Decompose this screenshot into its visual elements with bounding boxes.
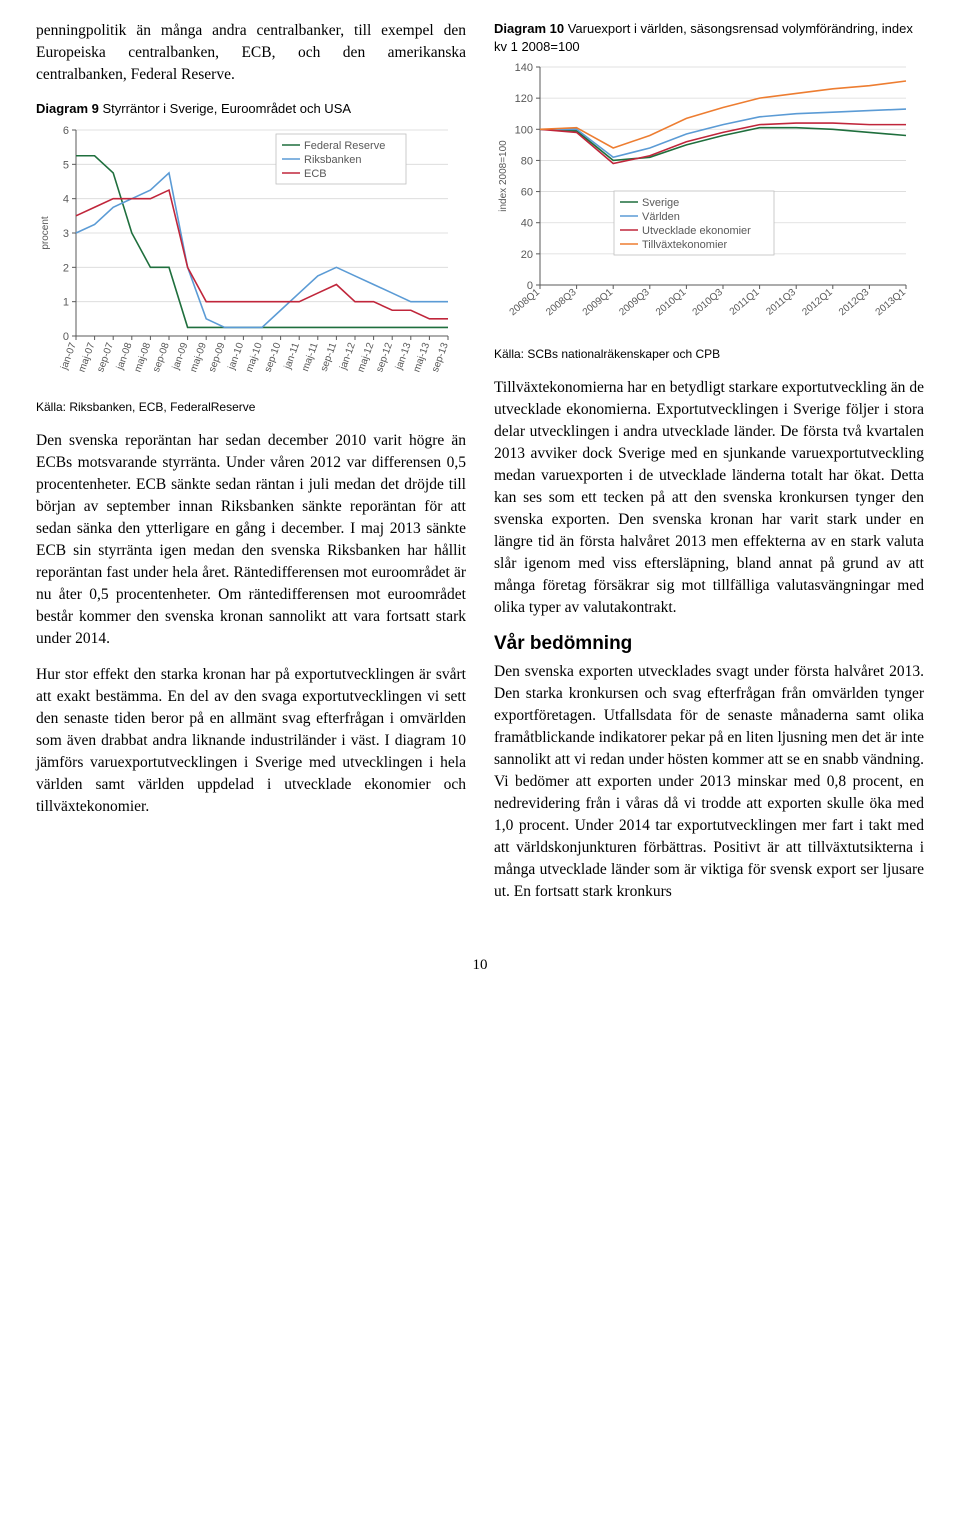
svg-text:maj-11: maj-11	[300, 340, 321, 372]
svg-text:maj-13: maj-13	[411, 340, 432, 373]
left-para-3: Hur stor effekt den starka kronan har på…	[36, 664, 466, 818]
chart10-source: Källa: SCBs nationalräkenskaper och CPB	[494, 347, 924, 361]
svg-text:maj-10: maj-10	[244, 340, 265, 373]
svg-text:Riksbanken: Riksbanken	[304, 154, 361, 166]
svg-text:60: 60	[521, 187, 533, 199]
chart10: 020406080100120140index 2008=1002008Q120…	[494, 61, 914, 341]
chart9-title-prefix: Diagram 9	[36, 101, 99, 116]
svg-text:2012Q1: 2012Q1	[800, 287, 835, 319]
svg-text:Utvecklade ekonomier: Utvecklade ekonomier	[642, 225, 751, 237]
svg-text:2: 2	[63, 262, 69, 274]
svg-text:jan-07: jan-07	[59, 340, 79, 371]
svg-text:140: 140	[515, 62, 533, 74]
svg-text:maj-12: maj-12	[356, 340, 377, 373]
svg-text:2010Q1: 2010Q1	[654, 287, 689, 319]
svg-text:2011Q1: 2011Q1	[728, 287, 762, 318]
svg-text:80: 80	[521, 156, 533, 168]
svg-text:maj-09: maj-09	[188, 340, 209, 373]
svg-text:2013Q1: 2013Q1	[874, 287, 909, 319]
svg-text:sep-10: sep-10	[263, 340, 284, 373]
svg-text:sep-09: sep-09	[207, 340, 228, 373]
right-para-2: Den svenska exporten utvecklades svagt u…	[494, 661, 924, 903]
svg-text:jan-13: jan-13	[393, 340, 413, 371]
svg-text:maj-08: maj-08	[132, 340, 153, 373]
svg-text:jan-12: jan-12	[338, 340, 358, 371]
svg-text:100: 100	[515, 124, 533, 136]
svg-text:ECB: ECB	[304, 168, 327, 180]
svg-text:procent: procent	[40, 216, 51, 250]
chart10-title: Diagram 10 Varuexport i världen, säsongs…	[494, 20, 924, 55]
section-heading: Vår bedömning	[494, 633, 924, 655]
svg-text:2008Q3: 2008Q3	[544, 287, 579, 319]
svg-text:6: 6	[63, 125, 69, 137]
svg-text:Världen: Världen	[642, 211, 680, 223]
svg-text:Tillväxtekonomier: Tillväxtekonomier	[642, 239, 728, 251]
right-column: Diagram 10 Varuexport i världen, säsongs…	[494, 20, 924, 917]
left-para-2: Den svenska reporäntan har sedan decembe…	[36, 430, 466, 650]
chart9: 0123456procentjan-07maj-07sep-07jan-08ma…	[36, 124, 456, 394]
svg-text:index 2008=100: index 2008=100	[498, 140, 509, 212]
svg-text:maj-07: maj-07	[77, 340, 98, 373]
svg-text:120: 120	[515, 93, 533, 105]
svg-text:2009Q3: 2009Q3	[617, 287, 652, 319]
svg-text:1: 1	[63, 296, 69, 308]
chart9-title-rest: Styrräntor i Sverige, Euroområdet och US…	[99, 101, 351, 116]
svg-text:4: 4	[63, 193, 69, 205]
svg-text:5: 5	[63, 159, 69, 171]
svg-text:Federal Reserve: Federal Reserve	[304, 140, 385, 152]
svg-text:2012Q3: 2012Q3	[837, 287, 872, 319]
svg-text:sep-11: sep-11	[319, 340, 340, 372]
svg-text:2010Q3: 2010Q3	[691, 287, 726, 319]
svg-text:sep-12: sep-12	[374, 340, 395, 373]
right-para-1: Tillväxtekonomierna har en betydligt sta…	[494, 377, 924, 619]
svg-text:40: 40	[521, 218, 533, 230]
chart9-title: Diagram 9 Styrräntor i Sverige, Euroområ…	[36, 100, 466, 118]
svg-text:2009Q1: 2009Q1	[581, 287, 616, 319]
svg-text:sep-13: sep-13	[430, 340, 451, 373]
page-number: 10	[36, 957, 924, 974]
chart9-source: Källa: Riksbanken, ECB, FederalReserve	[36, 400, 466, 414]
chart10-title-prefix: Diagram 10	[494, 21, 564, 36]
svg-text:jan-09: jan-09	[170, 340, 190, 371]
left-column: penningpolitik än många andra centralban…	[36, 20, 466, 917]
svg-text:2011Q3: 2011Q3	[764, 287, 798, 318]
svg-text:sep-08: sep-08	[151, 340, 172, 373]
two-column-layout: penningpolitik än många andra centralban…	[36, 20, 924, 917]
svg-text:3: 3	[63, 228, 69, 240]
svg-text:sep-07: sep-07	[95, 340, 116, 373]
svg-text:jan-11: jan-11	[282, 340, 302, 371]
svg-text:Sverige: Sverige	[642, 197, 679, 209]
svg-text:jan-08: jan-08	[114, 340, 134, 371]
svg-text:2008Q1: 2008Q1	[508, 287, 543, 319]
left-para-1: penningpolitik än många andra centralban…	[36, 20, 466, 86]
svg-text:jan-10: jan-10	[226, 340, 246, 371]
svg-text:20: 20	[521, 249, 533, 261]
